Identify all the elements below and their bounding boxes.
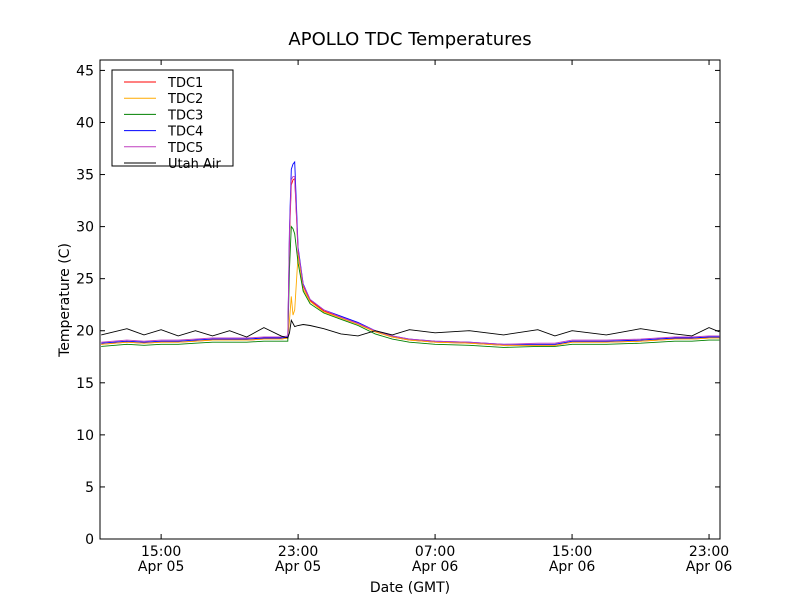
x-tick-time: 23:00 — [689, 544, 729, 560]
legend-label: TDC1 — [167, 76, 203, 91]
x-tick-date: Apr 06 — [686, 559, 733, 575]
y-tick-label: 20 — [76, 324, 94, 340]
legend-label: TDC4 — [167, 125, 203, 140]
x-tick-date: Apr 06 — [412, 559, 459, 575]
x-tick-date: Apr 05 — [275, 559, 321, 575]
x-tick-date: Apr 05 — [138, 559, 184, 575]
x-tick-time: 07:00 — [415, 544, 455, 560]
series-lines — [101, 160, 720, 348]
legend-label: TDC5 — [167, 141, 203, 156]
plot-frame — [99, 59, 721, 540]
y-tick-label: 5 — [85, 480, 94, 496]
y-axis: 0 5 10 15 20 25 30 35 40 45 — [76, 63, 720, 548]
series-line-utah-air — [101, 318, 720, 339]
x-axis-label: Date (GMT) — [370, 580, 450, 596]
y-tick-label: 35 — [76, 168, 94, 184]
series-line-tdc2 — [101, 254, 720, 346]
legend-box — [111, 69, 234, 167]
x-tick-date: Apr 06 — [549, 559, 596, 575]
y-tick-label: 0 — [85, 532, 94, 548]
y-tick-label: 25 — [76, 272, 94, 288]
y-tick-label: 10 — [76, 428, 94, 444]
series-line-tdc3 — [101, 225, 720, 348]
legend-label: TDC3 — [167, 108, 203, 123]
y-tick-label: 45 — [76, 63, 94, 79]
y-tick-label: 30 — [76, 220, 94, 236]
y-axis-label: Temperature (C) — [57, 243, 73, 358]
chart-title: APOLLO TDC Temperatures — [288, 29, 531, 50]
series-line-tdc5 — [101, 176, 720, 345]
y-tick-label: 15 — [76, 376, 94, 392]
x-tick-time: 15:00 — [141, 544, 181, 560]
x-tick-time: 23:00 — [278, 544, 318, 560]
y-tick-label: 40 — [76, 115, 94, 131]
legend-label: TDC2 — [167, 92, 203, 107]
legend-label: Utah Air — [168, 157, 221, 172]
x-tick-time: 15:00 — [552, 544, 592, 560]
